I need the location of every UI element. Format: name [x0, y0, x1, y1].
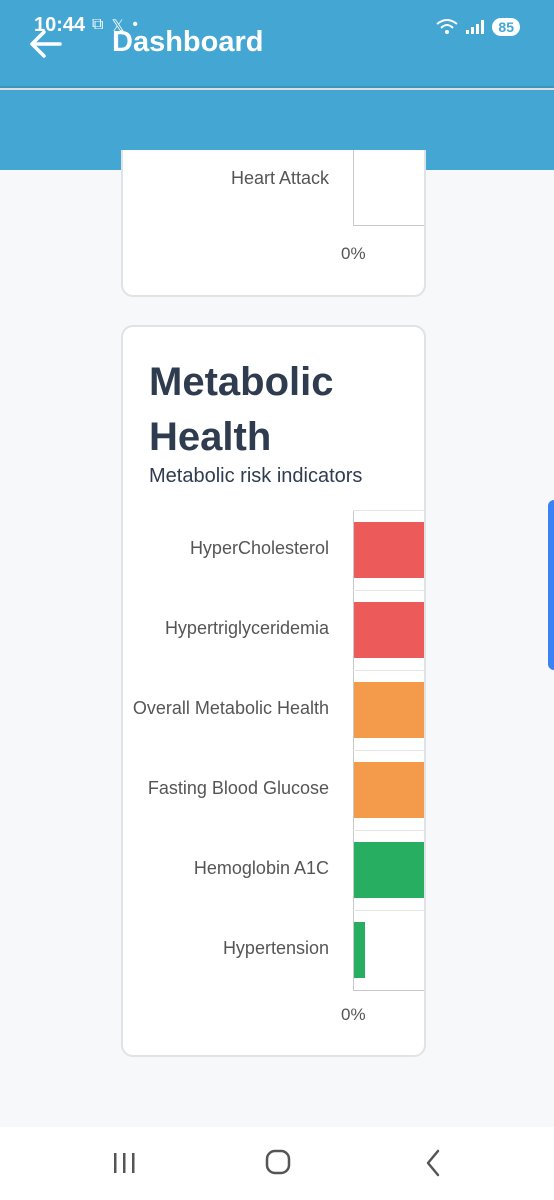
chart-gridline	[353, 590, 424, 591]
signal-icon	[466, 20, 485, 34]
axis-tick-label: 0%	[341, 1005, 366, 1024]
home-icon[interactable]	[258, 1145, 298, 1181]
bar-hypertension	[354, 922, 365, 978]
category-label: Hemoglobin A1C	[193, 858, 329, 878]
dot-icon: •	[132, 16, 138, 33]
wifi-icon	[436, 19, 459, 34]
card-subtitle: Metabolic risk indicators	[149, 465, 363, 487]
category-label: Hypertriglyceridemia	[164, 618, 329, 638]
chart-gridline	[353, 670, 424, 671]
bar-hypertriglyceridemia	[354, 602, 424, 658]
app-bar	[0, 0, 554, 88]
previous-chart-card: Heart Attack 0%	[121, 150, 426, 297]
bar-hemoglobin-a1c	[354, 842, 424, 898]
back-arrow-icon[interactable]	[28, 28, 64, 60]
row-label-heart-attack: Heart Attack	[230, 168, 329, 188]
chart-gridline	[353, 830, 424, 831]
category-label: HyperCholesterol	[189, 538, 329, 558]
metabolic-health-card: Metabolic Health Metabolic risk indicato…	[121, 325, 426, 1057]
category-label: Overall Metabolic Health	[132, 698, 329, 718]
status-right: 85	[436, 18, 520, 36]
screenshot-icon: ⧉	[92, 16, 104, 33]
bar-overall-metabolic-health	[354, 682, 424, 738]
category-label: Fasting Blood Glucose	[147, 778, 329, 798]
chart-gridline	[353, 750, 424, 751]
axis-tick-label: 0%	[341, 244, 366, 263]
edge-panel-handle[interactable]	[548, 500, 554, 670]
battery-badge: 85	[492, 18, 520, 36]
back-nav-icon[interactable]	[414, 1145, 454, 1181]
chart-gridline	[353, 910, 424, 911]
bar-fasting-blood-glucose	[354, 762, 424, 818]
category-label: Hypertension	[222, 938, 329, 958]
status-time: 10:44	[34, 14, 86, 36]
status-notification-icons: ⧉ 𝕏 •	[92, 16, 138, 36]
chart-axis-vertical	[353, 150, 354, 225]
bar-hypercholesterol	[354, 522, 424, 578]
system-nav-bar	[0, 1127, 554, 1200]
chart-axis-horizontal	[353, 225, 424, 226]
chart-axis-horizontal	[353, 990, 424, 991]
card-title: Metabolic Health	[149, 360, 334, 459]
recent-apps-icon[interactable]	[104, 1145, 144, 1181]
chart-gridline	[353, 510, 424, 511]
app-bar-shadow	[0, 86, 554, 90]
x-app-icon: 𝕏	[111, 18, 125, 35]
page-title: Dashboard	[112, 26, 264, 58]
